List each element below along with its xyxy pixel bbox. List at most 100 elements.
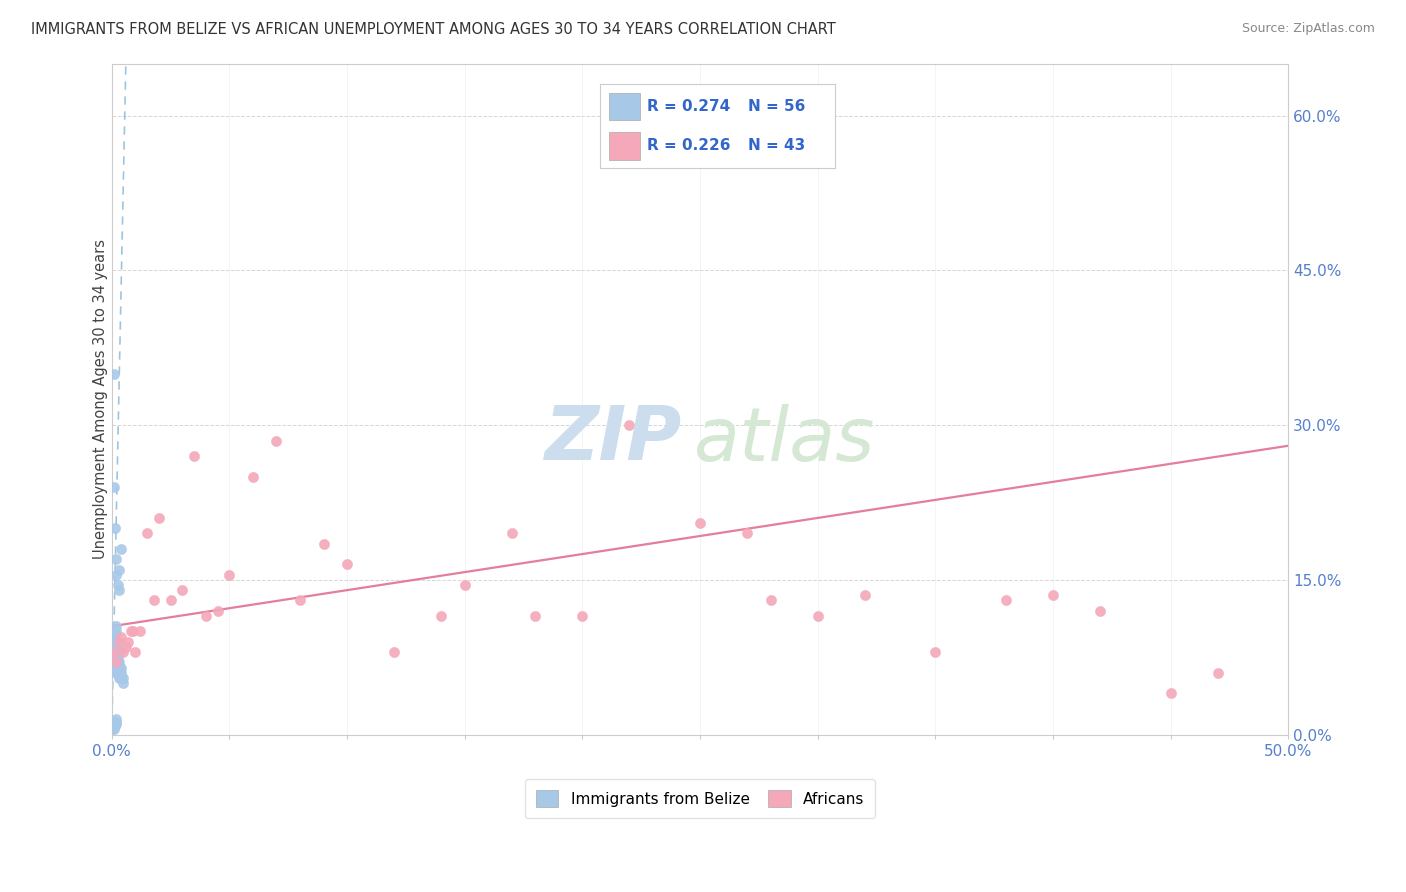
Point [105, 660, 128, 674]
Point [104, 640, 127, 654]
Text: IMMIGRANTS FROM BELIZE VS AFRICAN UNEMPLOYMENT AMONG AGES 30 TO 34 YEARS CORRELA: IMMIGRANTS FROM BELIZE VS AFRICAN UNEMPL… [31, 22, 835, 37]
Point [103, 630, 125, 644]
Point [105, 552, 128, 566]
Point [207, 604, 229, 618]
Point [524, 609, 547, 624]
Point [104, 634, 127, 648]
Point [107, 656, 129, 670]
Point [103, 480, 125, 494]
Point [120, 624, 142, 639]
Point [807, 609, 830, 624]
Point [107, 665, 129, 680]
Point [1042, 588, 1064, 602]
Point [194, 609, 217, 624]
Point [107, 578, 129, 592]
Point [105, 665, 128, 680]
Point [430, 609, 453, 624]
Point [104, 660, 127, 674]
Point [454, 578, 477, 592]
Point [924, 645, 946, 659]
Point [103, 624, 125, 639]
Point [103, 367, 125, 381]
Point [103, 656, 125, 670]
Point [105, 567, 128, 582]
Point [105, 715, 128, 730]
Point [103, 650, 125, 665]
Point [759, 593, 782, 607]
Point [105, 656, 128, 670]
Point [104, 521, 127, 535]
Point [1160, 686, 1182, 700]
Point [107, 562, 129, 576]
Point [103, 634, 125, 648]
Point [619, 418, 641, 433]
Point [336, 558, 359, 572]
Point [103, 645, 125, 659]
Legend: Immigrants from Belize, Africans: Immigrants from Belize, Africans [524, 779, 876, 818]
Point [107, 634, 129, 648]
Point [107, 671, 129, 685]
Point [110, 665, 132, 680]
Point [103, 640, 125, 654]
Point [103, 723, 125, 737]
Point [104, 656, 127, 670]
Point [571, 609, 593, 624]
Point [117, 634, 139, 648]
Point [104, 719, 127, 733]
Point [105, 650, 128, 665]
Point [312, 537, 335, 551]
Text: ZIP: ZIP [546, 403, 682, 476]
Point [148, 511, 170, 525]
Y-axis label: Unemployment Among Ages 30 to 34 years: Unemployment Among Ages 30 to 34 years [93, 239, 108, 559]
Point [107, 656, 129, 670]
Text: atlas: atlas [695, 403, 876, 475]
Point [105, 712, 128, 726]
Point [266, 434, 288, 448]
Point [995, 593, 1018, 607]
Point [218, 567, 240, 582]
Point [124, 645, 146, 659]
Point [108, 660, 131, 674]
Point [105, 656, 128, 670]
Point [183, 449, 205, 463]
Point [108, 665, 131, 680]
Point [105, 717, 128, 731]
Point [159, 593, 181, 607]
Point [103, 645, 125, 659]
Point [105, 640, 128, 654]
Point [853, 588, 876, 602]
Point [101, 723, 124, 737]
Point [107, 660, 129, 674]
Point [105, 624, 128, 639]
Point [103, 645, 125, 659]
Point [104, 630, 127, 644]
Point [735, 526, 758, 541]
Point [1088, 604, 1111, 618]
Point [112, 645, 135, 659]
Point [101, 650, 124, 665]
Point [110, 660, 132, 674]
Point [114, 640, 136, 654]
Point [1206, 665, 1229, 680]
Point [110, 541, 132, 556]
Point [110, 630, 132, 644]
Point [104, 645, 127, 659]
Point [136, 526, 159, 541]
Point [122, 624, 145, 639]
Point [288, 593, 311, 607]
Point [112, 671, 135, 685]
Point [107, 660, 129, 674]
Point [107, 645, 129, 659]
Point [242, 469, 264, 483]
Point [501, 526, 523, 541]
Text: Source: ZipAtlas.com: Source: ZipAtlas.com [1241, 22, 1375, 36]
Point [143, 593, 166, 607]
Point [129, 624, 152, 639]
Point [689, 516, 711, 530]
Point [107, 665, 129, 680]
Point [105, 619, 128, 633]
Point [107, 583, 129, 598]
Point [172, 583, 194, 598]
Point [104, 650, 127, 665]
Point [382, 645, 405, 659]
